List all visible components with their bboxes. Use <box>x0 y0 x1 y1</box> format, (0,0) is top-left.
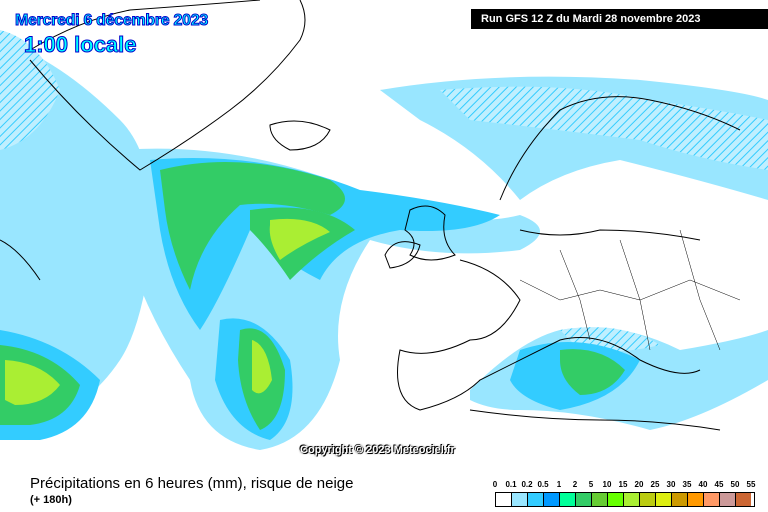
legend-tick: 30 <box>666 480 676 489</box>
legend-tick: 0.1 <box>505 480 517 489</box>
legend-tick: 2 <box>572 480 578 489</box>
precipitation-map <box>0 0 768 451</box>
lead-time: (+ 180h) <box>30 494 72 506</box>
legend-swatch <box>544 493 560 506</box>
model-run-label: Run GFS 12 Z du Mardi 28 novembre 2023 <box>471 9 768 29</box>
precip-very-heavy <box>5 218 330 405</box>
legend-tick: 20 <box>634 480 644 489</box>
legend-swatch <box>608 493 624 506</box>
legend-tick: 45 <box>714 480 724 489</box>
legend-swatch <box>736 493 751 506</box>
legend-swatch <box>576 493 592 506</box>
legend-swatch <box>496 493 512 506</box>
legend-swatch <box>512 493 528 506</box>
legend-tick: 10 <box>602 480 612 489</box>
snow-risk-hatching <box>0 30 768 352</box>
legend-tick: 15 <box>618 480 628 489</box>
legend-swatch <box>640 493 656 506</box>
legend-swatch <box>688 493 704 506</box>
legend-swatch <box>656 493 672 506</box>
legend-tick: 0.2 <box>521 480 533 489</box>
legend-tick: 0 <box>492 480 498 489</box>
legend-tick: 55 <box>746 480 756 489</box>
forecast-time: 1:00 locale <box>24 32 138 58</box>
legend-tick: 25 <box>650 480 660 489</box>
color-legend: 0 0.1 0.2 0.5 1 2 5 10 15 20 25 30 35 40 45 50 55 <box>492 480 756 507</box>
legend-swatch <box>720 493 736 506</box>
forecast-date: Mercredi 6 décembre 2023 <box>15 12 209 30</box>
legend-tick: 50 <box>730 480 740 489</box>
legend-tick: 5 <box>588 480 594 489</box>
legend-swatch <box>624 493 640 506</box>
legend-tick: 1 <box>556 480 562 489</box>
country-borders <box>519 229 741 351</box>
footer: Précipitations en 6 heures (mm), risque … <box>0 470 768 512</box>
legend-tick: 40 <box>698 480 708 489</box>
legend-swatch <box>704 493 720 506</box>
legend-swatch <box>592 493 608 506</box>
legend-swatch <box>672 493 688 506</box>
copyright: Copyright © 2023 Meteociel.fr <box>300 444 455 456</box>
legend-swatch <box>560 493 576 506</box>
parameter-title: Précipitations en 6 heures (mm), risque … <box>30 475 354 492</box>
coastlines <box>0 0 741 431</box>
legend-swatch <box>528 493 544 506</box>
legend-tick: 35 <box>682 480 692 489</box>
legend-tick: 0.5 <box>537 480 549 489</box>
